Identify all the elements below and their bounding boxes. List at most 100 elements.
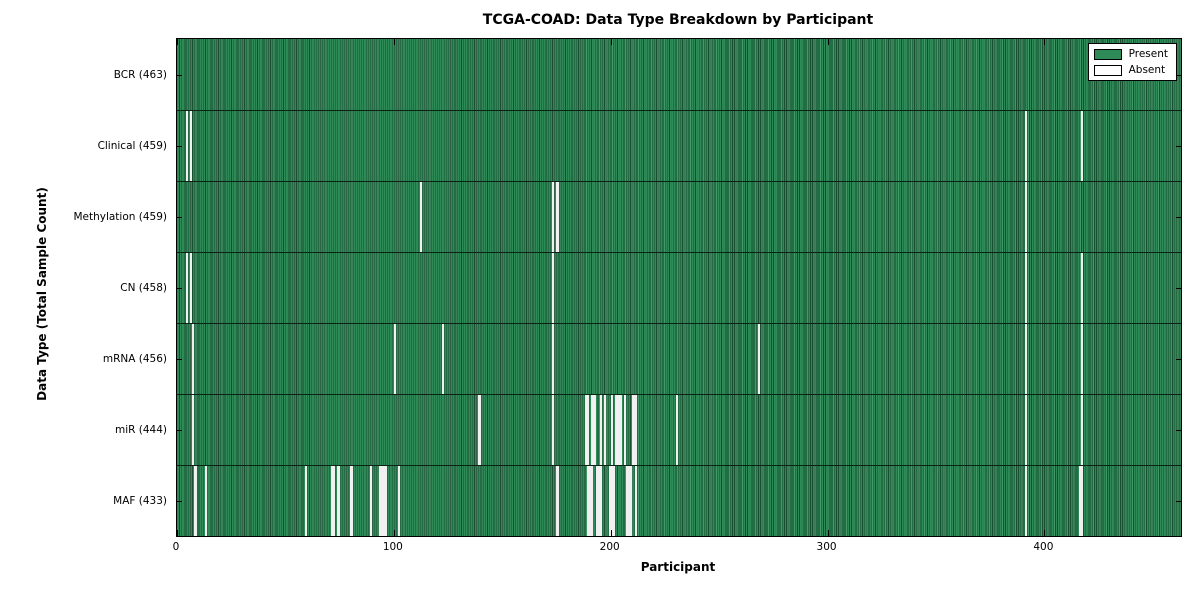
x-tick-mark bbox=[177, 39, 178, 45]
absent-stripe bbox=[190, 253, 193, 323]
y-tick-mark bbox=[177, 500, 182, 502]
row-methylation bbox=[177, 181, 1181, 252]
absent-stripe bbox=[1081, 324, 1084, 394]
absent-stripe bbox=[604, 395, 607, 465]
row-mir bbox=[177, 394, 1181, 465]
absent-stripe bbox=[556, 182, 559, 252]
absent-stripe bbox=[634, 395, 637, 465]
y-tick-mark bbox=[1176, 145, 1181, 147]
x-tick-mark bbox=[610, 530, 612, 536]
ytick-label-mrna: mRNA (456) bbox=[102, 352, 167, 365]
chart-title: TCGA-COAD: Data Type Breakdown by Partic… bbox=[482, 12, 874, 28]
legend-swatch-present-icon bbox=[1093, 48, 1122, 60]
absent-stripe bbox=[612, 466, 616, 536]
xtick-label-100: 100 bbox=[382, 541, 403, 553]
absent-stripe bbox=[623, 395, 626, 465]
absent-stripe bbox=[419, 182, 423, 252]
absent-stripe bbox=[1024, 324, 1028, 394]
absent-stripe bbox=[1024, 395, 1028, 465]
absent-stripe bbox=[478, 395, 481, 465]
absent-stripe bbox=[1024, 466, 1028, 536]
absent-stripe bbox=[1024, 111, 1028, 181]
ytick-label-maf: MAF (433) bbox=[113, 494, 167, 507]
x-axis-title: Participant bbox=[640, 560, 716, 574]
absent-stripe bbox=[675, 395, 678, 465]
absent-stripe bbox=[634, 466, 637, 536]
x-tick-mark bbox=[1044, 39, 1046, 45]
y-tick-mark bbox=[1176, 216, 1181, 218]
absent-stripe bbox=[593, 395, 596, 465]
legend-item-absent: Absent bbox=[1093, 64, 1168, 76]
row-mrna bbox=[177, 323, 1181, 394]
absent-stripe bbox=[584, 395, 587, 465]
y-tick-mark bbox=[1176, 358, 1181, 360]
row-clinical bbox=[177, 110, 1181, 181]
absent-stripe bbox=[1024, 253, 1028, 323]
absent-stripe bbox=[617, 395, 620, 465]
x-tick-mark bbox=[1044, 530, 1046, 536]
absent-stripe bbox=[595, 466, 598, 536]
legend: Present Absent bbox=[1087, 43, 1177, 81]
absent-stripe bbox=[350, 466, 353, 536]
y-tick-mark bbox=[177, 145, 182, 147]
y-tick-mark bbox=[177, 74, 182, 76]
absent-stripe bbox=[589, 466, 592, 536]
absent-stripe bbox=[369, 466, 373, 536]
legend-label-absent: Absent bbox=[1128, 64, 1166, 76]
x-tick-mark bbox=[827, 39, 829, 45]
absent-stripe bbox=[628, 466, 631, 536]
absent-stripe bbox=[610, 466, 613, 536]
absent-stripe bbox=[333, 466, 336, 536]
absent-stripe bbox=[552, 182, 555, 252]
y-tick-mark bbox=[177, 429, 182, 431]
y-tick-mark bbox=[177, 287, 182, 289]
absent-stripe bbox=[192, 324, 195, 394]
absent-stripe bbox=[304, 466, 308, 536]
absent-stripe bbox=[380, 466, 383, 536]
y-tick-mark bbox=[177, 216, 182, 218]
absent-stripe bbox=[758, 324, 761, 394]
absent-stripe bbox=[378, 466, 381, 536]
absent-stripe bbox=[552, 324, 555, 394]
ytick-label-mir: miR (444) bbox=[114, 423, 167, 436]
ytick-label-cn: CN (458) bbox=[120, 281, 167, 294]
absent-stripe bbox=[619, 395, 622, 465]
absent-stripe bbox=[383, 466, 386, 536]
xtick-label-200: 200 bbox=[599, 541, 620, 553]
y-tick-mark bbox=[1176, 74, 1181, 76]
legend-swatch-absent-icon bbox=[1093, 64, 1122, 76]
absent-stripe bbox=[556, 466, 559, 536]
row-cn bbox=[177, 252, 1181, 323]
absent-stripe bbox=[330, 466, 334, 536]
absent-stripe bbox=[192, 395, 195, 465]
ytick-label-methylation: Methylation (459) bbox=[73, 210, 167, 223]
xtick-label-0: 0 bbox=[172, 541, 180, 553]
absent-stripe bbox=[1081, 466, 1084, 536]
absent-stripe bbox=[591, 395, 594, 465]
y-tick-mark bbox=[1176, 287, 1181, 289]
ytick-label-bcr: BCR (463) bbox=[113, 68, 167, 81]
absent-stripe bbox=[597, 466, 600, 536]
y-tick-mark bbox=[1176, 500, 1181, 502]
absent-stripe bbox=[1081, 111, 1084, 181]
absent-stripe bbox=[1079, 466, 1082, 536]
absent-stripe bbox=[1024, 182, 1028, 252]
x-tick-mark bbox=[393, 530, 395, 536]
absent-stripe bbox=[552, 253, 555, 323]
x-tick-mark bbox=[610, 39, 612, 45]
xtick-label-400: 400 bbox=[1033, 541, 1054, 553]
absent-stripe bbox=[205, 466, 208, 536]
ytick-label-clinical: Clinical (459) bbox=[97, 139, 167, 152]
absent-stripe bbox=[599, 395, 602, 465]
absent-stripe bbox=[586, 466, 589, 536]
absent-stripe bbox=[632, 395, 635, 465]
absent-stripe bbox=[385, 466, 388, 536]
x-tick-mark bbox=[177, 530, 178, 536]
absent-stripe bbox=[625, 466, 629, 536]
absent-stripe bbox=[630, 466, 633, 536]
absent-stripe bbox=[586, 395, 589, 465]
absent-stripe bbox=[1081, 253, 1084, 323]
absent-stripe bbox=[608, 466, 611, 536]
absent-stripe bbox=[1081, 395, 1084, 465]
absent-stripe bbox=[393, 324, 396, 394]
